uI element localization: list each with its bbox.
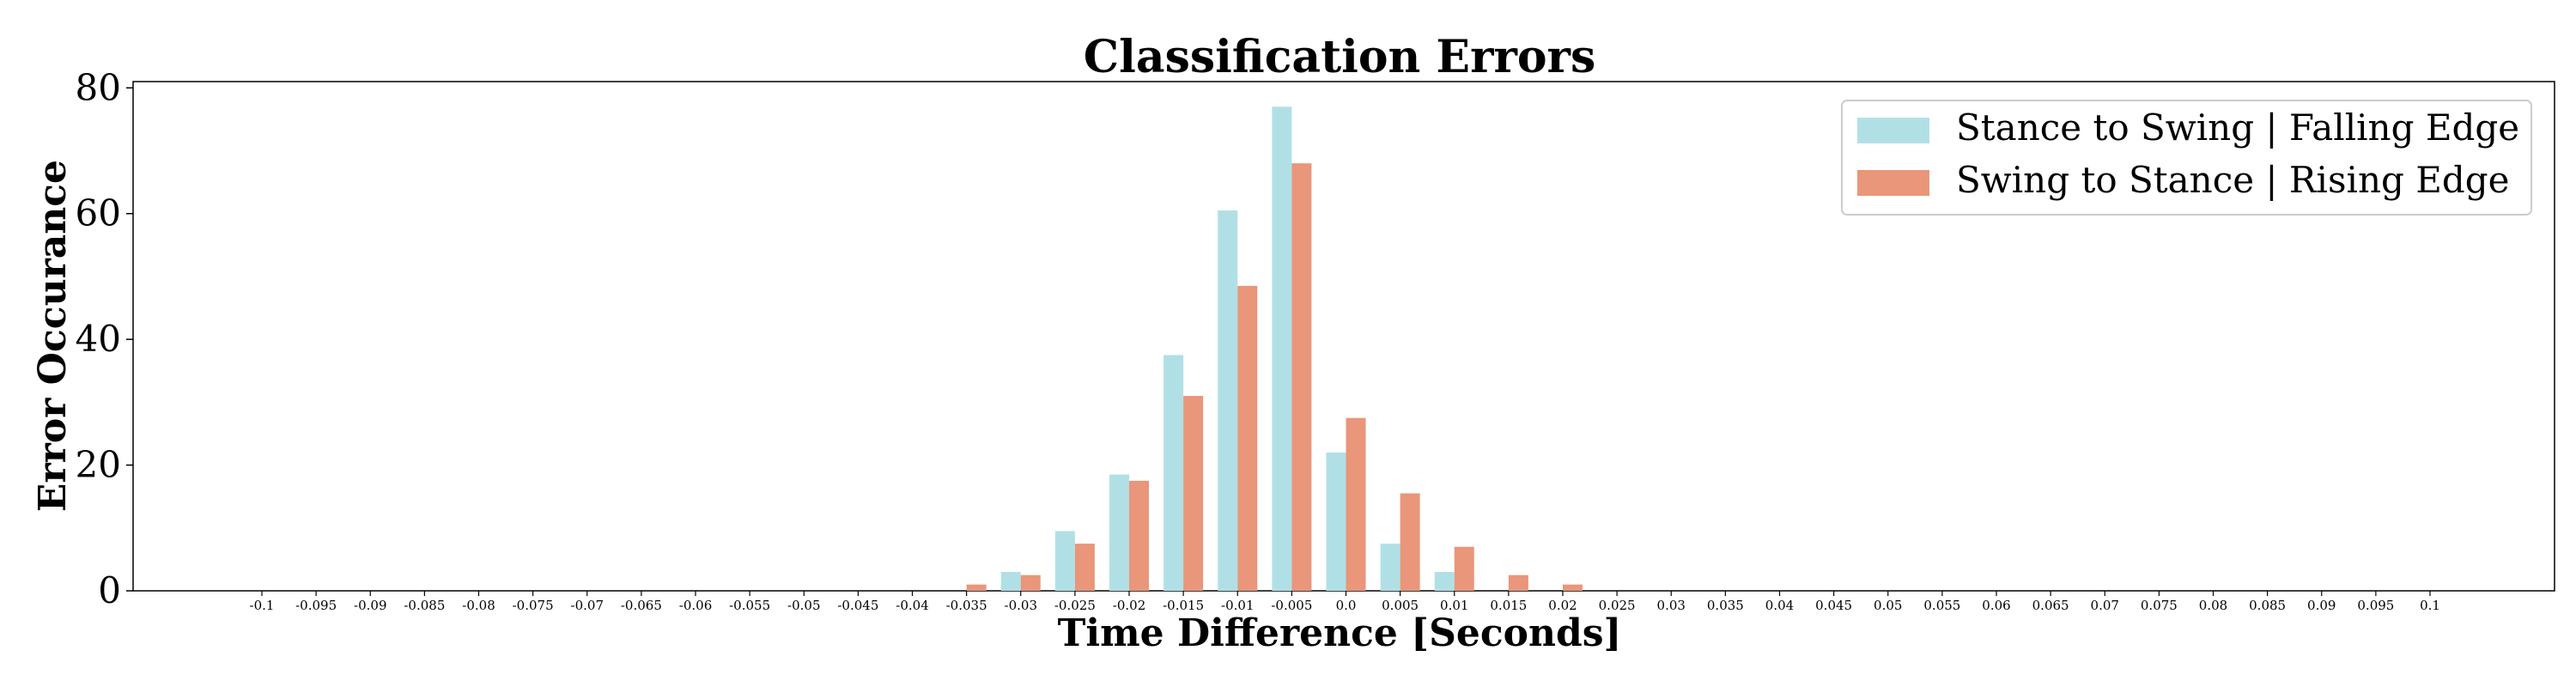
x-tick-label: -0.07 [571,598,604,613]
bar-falling-edge--0.025 [1054,531,1075,591]
x-tick-label: -0.055 [729,598,770,613]
x-tick-label: 0.085 [2249,598,2286,613]
bar-rising-edge-0.0 [1346,417,1366,591]
x-tick-label: 0.08 [2199,598,2227,613]
x-tick-label: -0.03 [1005,598,1037,613]
bar-falling-edge-0.01 [1434,572,1455,591]
y-axis-ticks: 0 20 40 60 80 [76,66,133,611]
bar-falling-edge-0.005 [1380,544,1400,591]
x-tick-label: -0.095 [295,598,337,613]
legend-box [1841,100,2532,216]
y-tick-label: 80 [76,66,121,108]
x-tick-label: -0.02 [1113,598,1145,613]
x-tick-label: -0.085 [404,598,445,613]
bar-falling-edge--0.02 [1109,474,1129,591]
x-tick-label: 0.07 [2091,598,2119,613]
bar-rising-edge--0.025 [1074,544,1095,591]
x-tick-label: -0.08 [462,598,495,613]
bars-group [966,106,1583,592]
x-tick-label: 0.09 [2307,598,2336,613]
bar-rising-edge--0.005 [1291,163,1312,592]
y-tick-label: 40 [76,318,121,360]
x-tick-label: 0.065 [2032,598,2069,613]
x-tick-label: 0.02 [1548,598,1577,613]
x-tick-label: 0.005 [1382,598,1419,613]
x-tick-label: -0.025 [1054,598,1096,613]
bar-rising-edge-0.005 [1400,493,1420,591]
x-tick-label: 0.075 [2141,598,2178,613]
x-tick-label: 0.04 [1765,598,1794,613]
x-tick-label: -0.045 [837,598,878,613]
bar-rising-edge--0.01 [1237,285,1258,591]
x-tick-label: 0.06 [1982,598,2010,613]
y-tick-label: 0 [98,569,121,611]
bar-rising-edge--0.015 [1183,396,1204,591]
x-tick-label: -0.09 [354,598,386,613]
x-tick-label: 0.015 [1490,598,1527,613]
bar-falling-edge--0.015 [1163,355,1184,591]
x-tick-label: -0.005 [1271,598,1312,613]
x-tick-label: -0.1 [250,598,275,613]
bar-rising-edge--0.02 [1129,480,1149,591]
x-tick-label: 0.05 [1874,598,1902,613]
bar-rising-edge-0.02 [1563,584,1583,591]
x-tick-label: -0.075 [513,598,554,613]
chart-title: Classification Errors [1084,31,1595,83]
x-tick-label: 0.055 [1923,598,1960,613]
x-tick-label: 0.03 [1657,598,1686,613]
x-axis-ticks: -0.1 -0.095 -0.09 -0.085 -0.08 -0.075 -0.07 -0.… [250,591,2440,613]
y-tick-label: 60 [76,192,121,234]
bar-falling-edge--0.005 [1272,106,1292,591]
bar-rising-edge-0.015 [1508,575,1528,591]
legend-swatch-falling-edge [1857,118,1929,143]
bar-falling-edge-0.0 [1326,452,1346,591]
x-tick-label: -0.035 [946,598,987,613]
bar-rising-edge--0.035 [966,584,987,591]
x-tick-label: 0.095 [2357,598,2394,613]
x-tick-label: -0.05 [787,598,820,613]
x-tick-label: 0.0 [1336,598,1357,613]
x-tick-label: 0.01 [1440,598,1468,613]
y-axis-label: Error Occurance [31,160,75,512]
legend: Stance to Swing | Falling Edge Swing to … [1841,100,2532,216]
legend-swatch-rising-edge [1857,170,1929,196]
bar-rising-edge-0.01 [1454,546,1474,591]
x-tick-label: 0.045 [1815,598,1852,613]
legend-label-rising-edge: Swing to Stance | Rising Edge [1956,159,2510,201]
x-tick-label: 0.025 [1599,598,1636,613]
x-tick-label: -0.04 [896,598,928,613]
x-tick-label: 0.1 [2420,598,2440,613]
legend-label-falling-edge: Stance to Swing | Falling Edge [1956,106,2519,149]
bar-falling-edge--0.01 [1218,210,1238,591]
x-tick-label: -0.01 [1221,598,1254,613]
bar-falling-edge--0.03 [1000,572,1021,591]
x-tick-label: -0.065 [621,598,662,613]
x-tick-label: -0.06 [679,598,712,613]
y-tick-label: 20 [76,444,121,486]
bar-rising-edge--0.03 [1020,575,1041,591]
x-axis-label: Time Difference [Seconds] [1058,611,1622,655]
x-tick-label: -0.015 [1163,598,1204,613]
x-tick-label: 0.035 [1707,598,1744,613]
